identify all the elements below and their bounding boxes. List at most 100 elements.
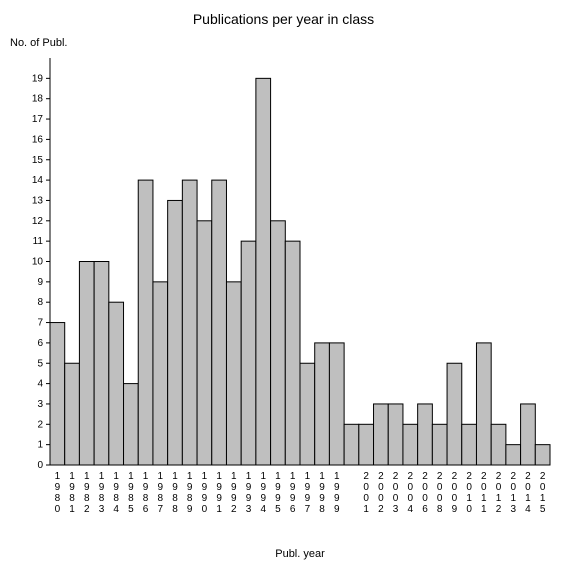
x-tick-label: 2 bbox=[496, 504, 502, 515]
y-tick-label: 19 bbox=[32, 73, 44, 84]
x-tick-label: 1 bbox=[540, 493, 546, 504]
x-tick-label: 9 bbox=[305, 493, 311, 504]
y-tick-label: 16 bbox=[32, 134, 44, 145]
x-tick-label: 1 bbox=[231, 471, 237, 482]
x-tick-label: 0 bbox=[466, 482, 472, 493]
x-tick-label: 4 bbox=[525, 504, 531, 515]
x-tick-label: 7 bbox=[305, 504, 311, 515]
y-tick-label: 12 bbox=[32, 216, 44, 227]
x-tick-label: 9 bbox=[128, 482, 134, 493]
bar bbox=[94, 262, 109, 466]
x-tick-label: 1 bbox=[334, 471, 340, 482]
x-tick-label: 9 bbox=[231, 493, 237, 504]
x-tick-label: 8 bbox=[99, 493, 105, 504]
x-tick-label: 9 bbox=[334, 493, 340, 504]
x-tick-label: 0 bbox=[452, 493, 458, 504]
x-tick: 2008 bbox=[437, 471, 443, 515]
y-tick-label: 10 bbox=[32, 257, 44, 268]
bar bbox=[462, 424, 477, 465]
x-tick: 2002 bbox=[378, 471, 384, 515]
x-tick-label: 1 bbox=[158, 471, 164, 482]
x-tick-label: 5 bbox=[540, 504, 546, 515]
y-tick-label: 13 bbox=[32, 195, 44, 206]
bar bbox=[226, 282, 241, 465]
x-tick-label: 0 bbox=[437, 493, 443, 504]
y-tick-label: 0 bbox=[37, 460, 43, 471]
bar bbox=[418, 404, 433, 465]
y-tick-label: 6 bbox=[37, 338, 43, 349]
x-tick-label: 6 bbox=[422, 504, 428, 515]
y-tick-label: 9 bbox=[37, 277, 43, 288]
x-tick-label: 1 bbox=[55, 471, 61, 482]
x-tick-label: 9 bbox=[158, 482, 164, 493]
x-tick: 2006 bbox=[422, 471, 428, 515]
x-tick-label: 9 bbox=[84, 482, 90, 493]
y-tick-label: 3 bbox=[37, 399, 43, 410]
x-tick-label: 0 bbox=[363, 482, 369, 493]
x-tick: 1998 bbox=[319, 471, 325, 515]
bar bbox=[197, 221, 212, 465]
x-tick-label: 1 bbox=[84, 471, 90, 482]
x-tick-label: 9 bbox=[319, 493, 325, 504]
x-tick: 2009 bbox=[452, 471, 458, 515]
x-tick-label: 0 bbox=[363, 493, 369, 504]
x-tick-label: 0 bbox=[422, 482, 428, 493]
x-tick-label: 2 bbox=[540, 471, 546, 482]
x-tick-label: 1 bbox=[246, 471, 252, 482]
x-tick-label: 9 bbox=[143, 482, 149, 493]
x-tick-label: 1 bbox=[187, 471, 193, 482]
y-tick-label: 4 bbox=[37, 379, 43, 390]
x-tick-label: 8 bbox=[172, 493, 178, 504]
x-tick-label: 8 bbox=[128, 493, 134, 504]
x-tick-label: 3 bbox=[393, 504, 399, 515]
x-tick-label: 9 bbox=[55, 482, 61, 493]
x-tick-label: 9 bbox=[275, 493, 281, 504]
x-tick-label: 1 bbox=[216, 471, 222, 482]
x-tick-label: 2 bbox=[510, 471, 516, 482]
x-tick-label: 0 bbox=[408, 493, 414, 504]
bar bbox=[271, 221, 286, 465]
bar bbox=[432, 424, 447, 465]
x-tick-label: 2 bbox=[466, 471, 472, 482]
x-tick-label: 0 bbox=[378, 493, 384, 504]
x-tick-label: 2 bbox=[363, 471, 369, 482]
x-tick-label: 0 bbox=[422, 493, 428, 504]
x-tick-label: 8 bbox=[69, 493, 75, 504]
y-tick-label: 5 bbox=[37, 358, 43, 369]
x-tick: 2010 bbox=[466, 471, 472, 515]
x-tick: 1999 bbox=[334, 471, 340, 515]
bar bbox=[79, 262, 94, 466]
x-tick-label: 9 bbox=[187, 482, 193, 493]
bar bbox=[300, 363, 315, 465]
x-tick-label: 9 bbox=[231, 482, 237, 493]
x-tick-label: 1 bbox=[481, 493, 487, 504]
x-tick-label: 8 bbox=[113, 493, 119, 504]
x-tick-label: 8 bbox=[172, 504, 178, 515]
x-tick-label: 5 bbox=[128, 504, 134, 515]
x-tick: 1996 bbox=[290, 471, 296, 515]
bar bbox=[138, 180, 153, 465]
x-tick: 1992 bbox=[231, 471, 237, 515]
x-tick: 2012 bbox=[496, 471, 502, 515]
bar bbox=[535, 445, 550, 465]
bar bbox=[491, 424, 506, 465]
x-tick-label: 8 bbox=[143, 493, 149, 504]
x-tick-label: 2 bbox=[496, 471, 502, 482]
x-tick: 1985 bbox=[128, 471, 134, 515]
x-tick: 1997 bbox=[305, 471, 311, 515]
x-tick-label: 2 bbox=[525, 471, 531, 482]
x-tick-label: 9 bbox=[290, 482, 296, 493]
y-tick-label: 2 bbox=[37, 419, 43, 430]
y-tick-label: 7 bbox=[37, 318, 43, 329]
x-tick-label: 3 bbox=[510, 504, 516, 515]
x-tick-label: 0 bbox=[378, 482, 384, 493]
x-tick-label: 9 bbox=[260, 482, 266, 493]
x-tick-label: 1 bbox=[305, 471, 311, 482]
x-tick-label: 2 bbox=[437, 471, 443, 482]
y-tick-label: 15 bbox=[32, 155, 44, 166]
x-tick-label: 0 bbox=[55, 504, 61, 515]
x-tick-label: 5 bbox=[275, 504, 281, 515]
x-tick: 1983 bbox=[99, 471, 105, 515]
x-tick-label: 0 bbox=[393, 482, 399, 493]
x-tick-label: 1 bbox=[172, 471, 178, 482]
